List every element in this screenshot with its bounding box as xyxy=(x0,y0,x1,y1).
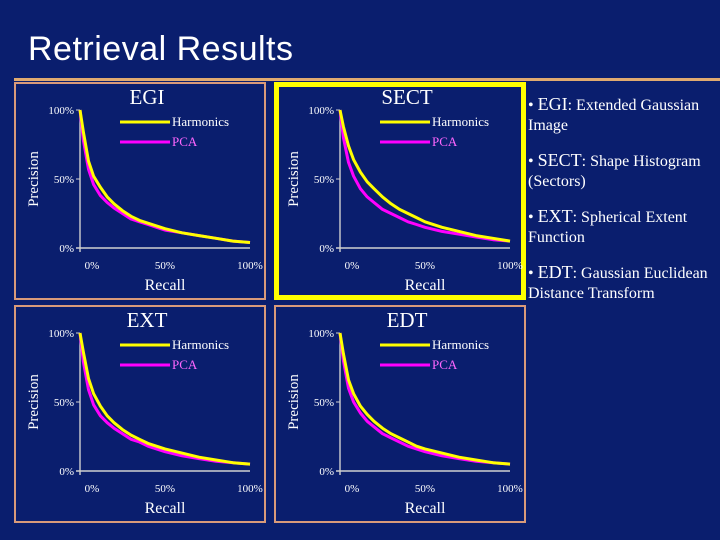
x-tick-label: 100% xyxy=(497,483,523,495)
y-tick-label: 50% xyxy=(54,397,74,409)
y-tick-label: 0% xyxy=(59,243,74,255)
legend-label: Harmonics xyxy=(172,114,229,129)
note-definition: : Extended Gaussian Image xyxy=(528,97,700,134)
legend-label: PCA xyxy=(432,134,458,149)
series-line-pca xyxy=(78,332,251,466)
y-tick-label: 50% xyxy=(314,397,334,409)
legend-label: Harmonics xyxy=(432,114,489,129)
notes-list: • EGI: Extended Gaussian Image • SECT: S… xyxy=(528,94,714,318)
x-tick-label: 0% xyxy=(85,483,100,495)
note-term: SECT xyxy=(537,150,582,170)
x-tick-label: 0% xyxy=(345,260,360,272)
legend-label: PCA xyxy=(172,357,198,372)
series-line-harmonics xyxy=(78,332,251,466)
x-axis-title: Recall xyxy=(145,500,186,517)
chart-panel-ext xyxy=(14,305,266,523)
chart-title: EDT xyxy=(387,308,428,332)
note-definition: : Spherical Extent Function xyxy=(528,209,688,246)
x-tick-label: 50% xyxy=(155,260,175,272)
note-definition: : Gaussian Euclidean Distance Transform xyxy=(528,265,708,302)
chart-egi: 0% 50% 100% 0% 50% 100% Precision Recall EGI Harm… xyxy=(26,85,263,294)
y-tick-label: 100% xyxy=(308,105,334,117)
note-sect: • SECT: Shape Histogram (Sectors) xyxy=(528,150,701,190)
chart-panel-sect xyxy=(274,82,526,300)
legend-label: Harmonics xyxy=(432,337,489,352)
x-tick-label: 0% xyxy=(85,260,100,272)
series-line-harmonics xyxy=(338,332,511,466)
slide-title: Retrieval Results xyxy=(28,30,294,68)
y-axis-title: Precision xyxy=(26,151,42,207)
x-tick-label: 100% xyxy=(497,260,523,272)
legend-label: PCA xyxy=(172,134,198,149)
y-tick-label: 0% xyxy=(319,243,334,255)
note-term: EGI xyxy=(537,94,568,114)
y-tick-label: 0% xyxy=(59,466,74,478)
legend-label: Harmonics xyxy=(172,337,229,352)
chart-title: SECT xyxy=(381,85,433,109)
y-tick-label: 50% xyxy=(54,174,74,186)
y-tick-label: 100% xyxy=(48,328,74,340)
x-tick-label: 50% xyxy=(415,260,435,272)
y-axis-title: Precision xyxy=(286,374,302,430)
y-tick-label: 100% xyxy=(48,105,74,117)
chart-sect: 0% 50% 100% 0% 50% 100% Precision Recall SECT Har… xyxy=(286,85,523,294)
note-term: EXT xyxy=(537,206,573,226)
series-line-pca xyxy=(78,109,251,244)
y-tick-label: 50% xyxy=(314,174,334,186)
note-ext: • EXT: Spherical Extent Function xyxy=(528,206,688,246)
chart-panel-egi xyxy=(14,82,266,300)
chart-edt: 0% 50% 100% 0% 50% 100% Precision Recall EDT Harm… xyxy=(286,308,523,517)
x-axis-title: Recall xyxy=(405,277,446,294)
x-tick-label: 50% xyxy=(415,483,435,495)
series-line-harmonics xyxy=(78,109,251,244)
y-tick-label: 100% xyxy=(308,328,334,340)
x-tick-label: 0% xyxy=(345,483,360,495)
series-line-harmonics xyxy=(338,109,511,243)
note-edt: • EDT: Gaussian Euclidean Distance Trans… xyxy=(528,262,708,302)
note-term: EDT xyxy=(537,262,573,282)
note-egi: • EGI: Extended Gaussian Image xyxy=(528,94,700,134)
y-axis-title: Precision xyxy=(286,151,302,207)
y-tick-label: 0% xyxy=(319,466,334,478)
note-definition: : Shape Histogram (Sectors) xyxy=(528,153,701,190)
x-axis-title: Recall xyxy=(145,277,186,294)
chart-title: EXT xyxy=(127,308,168,332)
chart-panel-edt xyxy=(274,305,526,523)
chart-title: EGI xyxy=(130,85,165,109)
y-axis-title: Precision xyxy=(26,374,42,430)
series-line-pca xyxy=(338,332,511,466)
series-line-pca xyxy=(338,109,511,243)
x-axis-title: Recall xyxy=(405,500,446,517)
legend-label: PCA xyxy=(432,357,458,372)
x-tick-label: 100% xyxy=(237,483,263,495)
x-tick-label: 100% xyxy=(237,260,263,272)
chart-ext: 0% 50% 100% 0% 50% 100% Precision Recall EXT Harm… xyxy=(26,308,263,517)
x-tick-label: 50% xyxy=(155,483,175,495)
title-divider xyxy=(14,78,720,81)
